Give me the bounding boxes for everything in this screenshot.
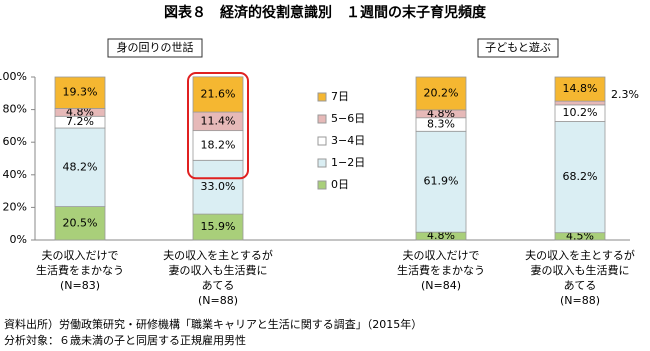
- bar-segment: [415, 76, 467, 111]
- legend-swatch: [317, 114, 327, 124]
- x-tick-label: 夫の収入を主とするが: [525, 248, 635, 262]
- bar-segment: [554, 76, 606, 102]
- x-tick-label: あてる: [564, 279, 597, 292]
- data-label: 21.6%: [201, 87, 236, 100]
- y-tick-label: 80%: [3, 103, 27, 116]
- data-label: 20.5%: [63, 216, 98, 229]
- legend-label: 7日: [331, 90, 349, 103]
- bar-segment: [192, 76, 244, 113]
- n-label: (N=88): [198, 294, 238, 307]
- group-box: [107, 38, 203, 58]
- data-label: 48.2%: [63, 160, 98, 173]
- y-tick-label: 0%: [10, 233, 27, 246]
- y-tick-label: 20%: [3, 200, 27, 213]
- data-label: 15.9%: [201, 220, 236, 233]
- n-label: (N=84): [421, 279, 461, 292]
- bar-segment: [192, 159, 244, 215]
- group-box: [477, 38, 559, 58]
- legend-swatch: [317, 180, 327, 190]
- data-label: 14.8%: [563, 82, 598, 95]
- bar-segment: [192, 213, 244, 241]
- data-label: 10.2%: [563, 106, 598, 119]
- x-tick-label: 妻の収入も生活費に: [169, 263, 268, 277]
- x-tick-label: 夫の収入だけで: [403, 249, 480, 262]
- data-label: 18.2%: [201, 138, 236, 151]
- n-label: (N=88): [560, 294, 600, 307]
- data-label: 19.3%: [63, 86, 98, 99]
- data-label: 7.2%: [66, 115, 94, 128]
- x-tick-label: 夫の収入だけで: [42, 249, 119, 262]
- chart-title: 図表８ 経済的役割意識別 １週間の末子育児頻度: [164, 4, 487, 21]
- bar-segment: [54, 127, 106, 207]
- y-tick-label: 100%: [0, 70, 27, 83]
- bar-segment: [54, 76, 106, 109]
- source-note: 資料出所）労働政策研究・研修機構「職業キャリアと生活に関する調査」（2015年）: [4, 317, 422, 331]
- data-label: 11.4%: [201, 114, 236, 127]
- bar-segment: [554, 121, 606, 234]
- data-label: 20.2%: [424, 86, 459, 99]
- x-tick-label: 夫の収入を主とするが: [163, 248, 273, 262]
- group-label: 子どもと遊ぶ: [485, 40, 551, 54]
- data-label: 8.3%: [427, 118, 455, 131]
- y-tick-label: 40%: [3, 168, 27, 181]
- legend-swatch: [317, 92, 327, 102]
- legend-swatch: [317, 158, 327, 168]
- legend-label: 3−4日: [331, 134, 365, 147]
- n-label: (N=83): [60, 279, 100, 292]
- bar-segment: [554, 100, 606, 106]
- bar-segment: [192, 130, 244, 161]
- group-label: 身の回りの世話: [117, 40, 194, 54]
- legend-label: 5−6日: [331, 112, 365, 125]
- source-note: 分析対象：６歳未満の子と同居する正規雇用男性: [4, 333, 246, 347]
- data-label: 61.9%: [424, 175, 459, 188]
- bar-segment: [415, 130, 467, 233]
- legend-label: 0日: [331, 178, 349, 191]
- x-tick-label: 生活費をまかなう: [397, 263, 485, 277]
- data-label: 2.3%: [611, 88, 639, 101]
- x-tick-label: 妻の収入も生活費に: [531, 263, 630, 277]
- legend-swatch: [317, 136, 327, 146]
- data-label: 68.2%: [563, 170, 598, 183]
- highlight-box: [187, 72, 249, 180]
- x-tick-label: あてる: [202, 279, 235, 292]
- x-tick-label: 生活費をまかなう: [36, 263, 124, 277]
- bar-segment: [54, 206, 106, 241]
- data-label: 33.0%: [201, 180, 236, 193]
- y-tick-label: 60%: [3, 135, 27, 148]
- legend-label: 1−2日: [331, 156, 365, 169]
